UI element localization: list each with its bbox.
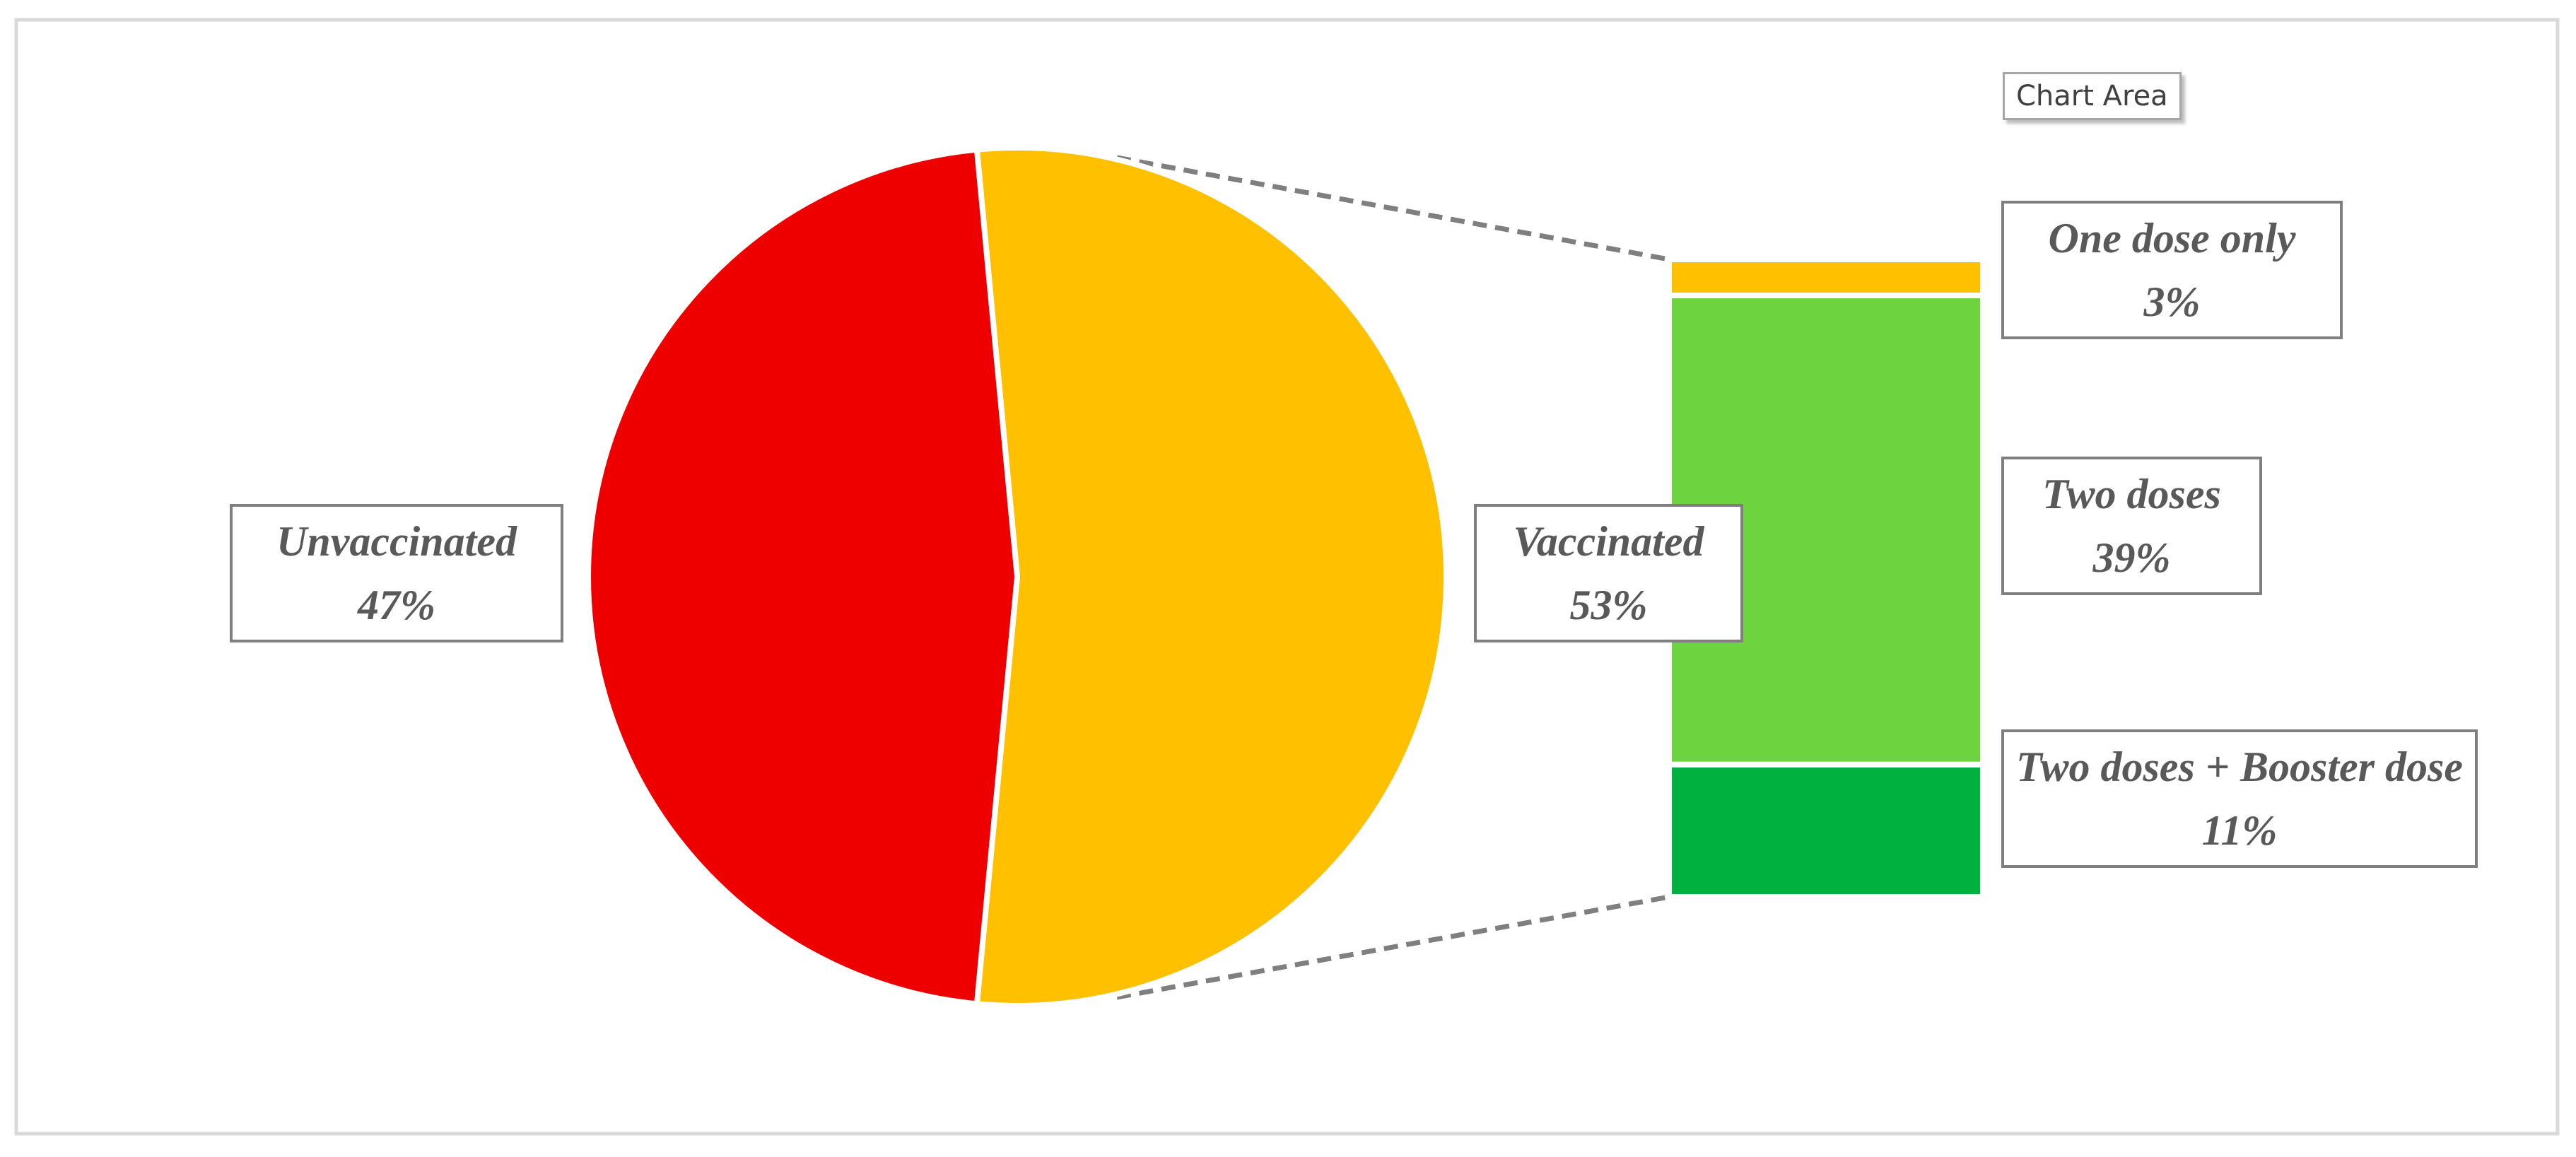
data-label: Two doses 39%: [2001, 457, 2262, 595]
label-name: Unvaccinated: [276, 518, 517, 565]
bar-segment: [1666, 257, 1986, 299]
connector-line: [1116, 155, 1670, 262]
connector-line: [1116, 894, 1670, 1000]
pie-slice: [585, 146, 1021, 1007]
label-value: 3%: [2143, 278, 2201, 325]
data-label: One dose only 3%: [2001, 201, 2343, 339]
label-value: 11%: [2201, 807, 2278, 854]
label-value: 47%: [358, 582, 435, 628]
pie-slice: [973, 145, 1449, 1009]
data-label: Two doses + Booster dose 11%: [2001, 729, 2478, 868]
label-value: 39%: [2092, 534, 2171, 581]
label-name: One dose only: [2048, 215, 2296, 262]
chart-area-tooltip: Chart Area: [2003, 72, 2182, 120]
bar-segment: [1666, 761, 1986, 900]
label-value: 53%: [1569, 582, 1648, 628]
data-label: Unvaccinated 47%: [230, 504, 563, 642]
label-name: Two doses: [2042, 471, 2221, 517]
label-name: Vaccinated: [1513, 518, 1704, 565]
data-label: Vaccinated 53%: [1474, 504, 1743, 642]
label-name: Two doses + Booster dose: [2016, 744, 2463, 790]
